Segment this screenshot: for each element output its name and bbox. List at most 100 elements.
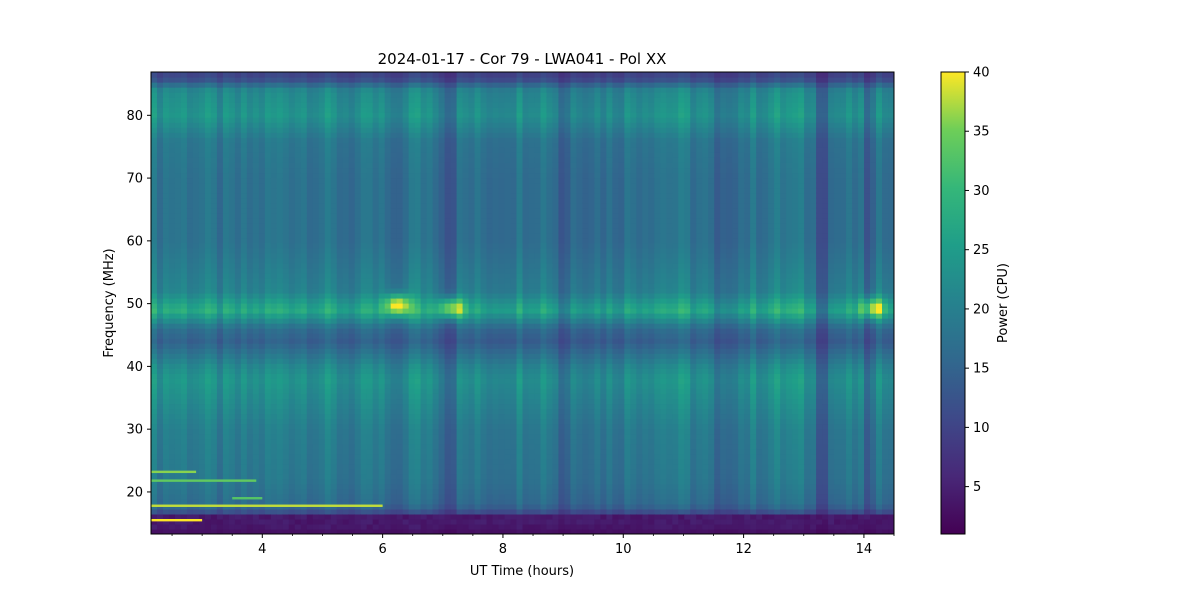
heatmap-cell [450,262,458,269]
heatmap-cell [372,518,380,525]
heatmap-cell [420,313,428,319]
heatmap-cell [216,408,224,415]
heatmap-cell [151,398,158,405]
heatmap-cell [336,408,344,415]
heatmap-cell [234,318,242,324]
heatmap-cell [180,247,188,254]
heatmap-cell [384,217,392,224]
heatmap-cell [151,403,158,410]
heatmap-cell [234,107,242,113]
heatmap-cell [444,172,452,179]
heatmap-cell [258,232,266,239]
heatmap-cell [336,202,344,209]
heatmap-cell [420,197,428,204]
heatmap-cell [408,222,416,229]
heatmap-cell [204,308,212,314]
heatmap-cell [414,207,422,214]
heatmap-cell [468,117,476,123]
heatmap-cell [174,132,182,138]
heatmap-cell [162,488,170,495]
heatmap-cell [234,323,242,329]
heatmap-cell [408,217,416,224]
heatmap-cell [246,313,254,319]
heatmap-cell [390,408,398,415]
heatmap-cell [342,463,350,470]
heatmap-cell [234,247,242,254]
heatmap-cell [288,272,296,279]
heatmap-cell [294,423,302,430]
heatmap-cell [276,478,284,485]
heatmap-cell [414,503,422,510]
heatmap-cell [282,313,290,319]
heatmap-cell [384,508,392,515]
heatmap-cell [234,348,242,354]
heatmap-cell [414,102,422,108]
heatmap-cell [228,493,236,500]
heatmap-cell [240,518,248,525]
heatmap-cell [378,328,386,334]
heatmap-cell [402,152,410,158]
heatmap-cell [270,368,278,374]
heatmap-cell [402,418,410,425]
heatmap-cell [462,212,470,219]
heatmap-cell [372,413,380,420]
heatmap-cell [204,117,212,123]
heatmap-cell [174,72,182,78]
heatmap-cell [390,122,398,128]
heatmap-cell [210,212,218,219]
heatmap-cell [300,277,308,284]
heatmap-cell [162,518,170,525]
heatmap-cell [414,338,422,344]
heatmap-cell [444,157,452,163]
heatmap-cell [300,523,308,530]
heatmap-cell [444,318,452,324]
heatmap-cell [444,303,452,309]
heatmap-cell [336,418,344,425]
heatmap-cell [408,503,416,510]
heatmap-cell [462,338,470,344]
heatmap-cell [384,343,392,349]
heatmap-cell [168,197,176,204]
heatmap-cell [240,152,248,158]
heatmap-cell [222,328,230,334]
heatmap-cell [426,348,434,354]
heatmap-cell [228,117,236,123]
heatmap-cell [246,408,254,415]
heatmap-cell [390,383,398,389]
heatmap-cell [342,282,350,289]
heatmap-cell [246,142,254,148]
heatmap-cell [258,438,266,445]
heatmap-cell [432,267,440,274]
heatmap-cell [366,353,374,359]
heatmap-cell [390,513,398,520]
heatmap-cell [180,353,188,359]
heatmap-cell [438,192,446,199]
heatmap-cell [246,237,254,244]
heatmap-cell [438,287,446,294]
heatmap-cell [246,137,254,143]
heatmap-cell [264,473,272,480]
heatmap-cell [264,97,272,103]
heatmap-cell [210,172,218,179]
heatmap-cell [162,388,170,394]
heatmap-cell [234,102,242,108]
heatmap-cell [198,257,206,264]
heatmap-cell [408,393,416,400]
heatmap-cell [444,513,452,520]
heatmap-cell [468,473,476,480]
heatmap-cell [252,448,260,455]
heatmap-cell [426,493,434,500]
heatmap-cell [414,117,422,123]
heatmap-cell [390,313,398,319]
heatmap-cell [324,82,332,88]
heatmap-cell [318,107,326,113]
heatmap-cell [462,162,470,169]
heatmap-cell [204,438,212,445]
heatmap-cell [444,272,452,279]
heatmap-cell [186,418,194,425]
heatmap-cell [198,202,206,209]
heatmap-cell [420,363,428,369]
heatmap-cell [462,247,470,254]
heatmap-cell [216,182,224,189]
heatmap-cell [228,318,236,324]
